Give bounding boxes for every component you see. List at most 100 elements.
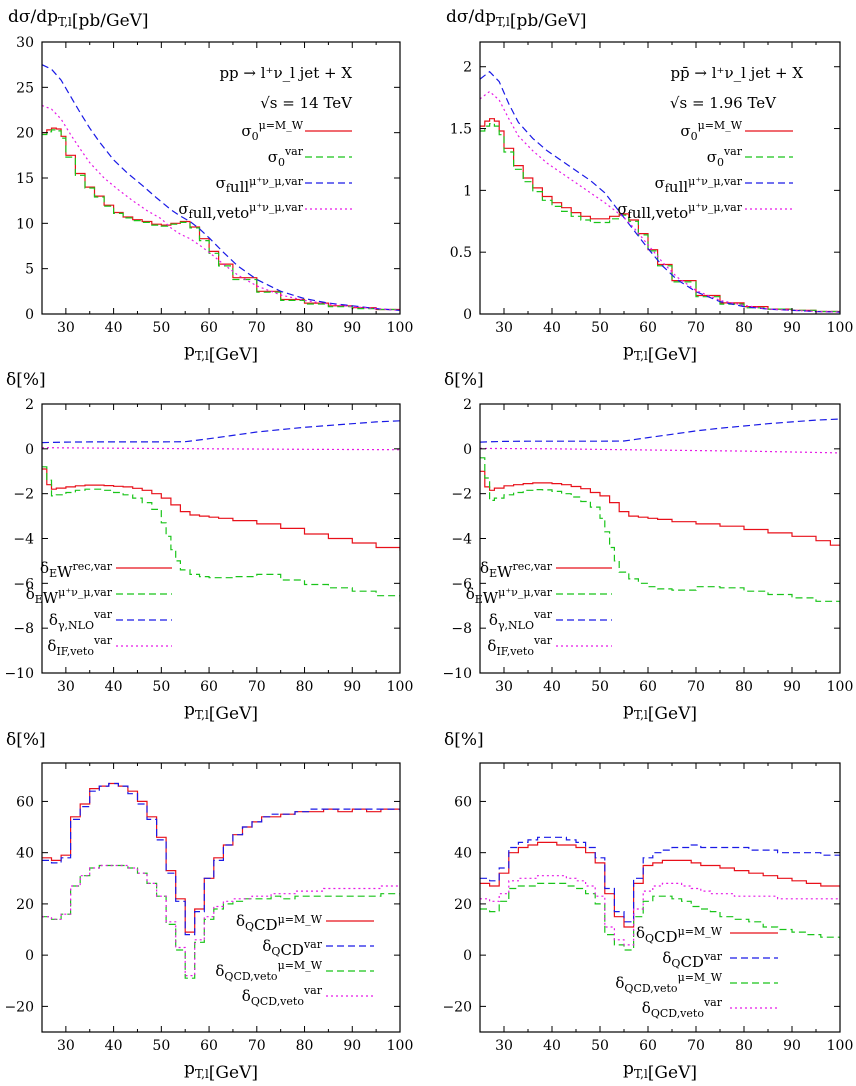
legend-label: δEWμ⁺ν_μ,var [26,585,113,607]
x-tick-label: 60 [639,320,657,336]
x-tick-label: 60 [639,1038,657,1054]
x-tick-label: 30 [495,1038,513,1054]
x-tick-label: 80 [735,1038,753,1054]
x-tick-label: 100 [827,679,854,695]
series-line-1 [42,466,400,603]
x-tick-label: 30 [495,679,513,695]
x-tick-label: 40 [105,1038,123,1054]
x-tick-label: 100 [387,1038,414,1054]
x-tick-label: 90 [783,679,801,695]
y-tick-label: 0.5 [450,245,472,261]
x-tick-label: 40 [543,320,561,336]
y-tick-label: 0 [463,442,472,458]
series-line-2 [42,864,400,979]
x-tick-label: 50 [591,679,609,695]
x-tick-label: 30 [57,1038,75,1054]
x-axis-label: pT,l[GeV] [184,341,258,365]
y-tick-label: 1.5 [450,122,472,138]
legend-label: σ0μ=M_W [241,119,303,143]
series-line-0 [480,470,840,546]
y-tick-label: 60 [16,794,34,810]
series-line-2 [480,882,840,951]
x-tick-label: 40 [105,320,123,336]
y-tick-label: 60 [454,794,472,810]
x-tick-label: 80 [296,320,314,336]
x-axis-label: pT,l[GeV] [623,341,697,365]
series-group [42,64,400,311]
chart-annotation: √s = 14 TeV [260,94,353,112]
x-tick-label: 60 [200,679,218,695]
x-tick-label: 90 [343,679,361,695]
x-tick-label: 30 [495,320,513,336]
legend-label: δγ,NLOvar [49,608,113,632]
series-group [480,836,840,951]
legend-label: δEWrec,var [40,559,113,581]
x-tick-label: 70 [248,679,266,695]
y-tick-label: 20 [16,897,34,913]
x-tick-label: 100 [827,1038,854,1054]
x-tick-label: 60 [639,679,657,695]
y-tick-label: 1 [463,183,472,199]
y-tick-label: −10 [442,666,472,682]
chart-br: 30 40 50 60 70 80 90 100 −20 0 20 40 60 pT,l[GeV] δ[%]… [442,730,853,1083]
legend-label: δEWrec,var [480,559,553,581]
x-axis-label: pT,l[GeV] [184,1059,258,1083]
series-line-3 [42,864,400,977]
chart-tl: 30 40 50 60 70 80 90 100 0 5 10 15 20 25 30 pT,l[GeV] dσ… [8,7,413,365]
x-tick-label: 100 [387,679,414,695]
y-tick-label: −6 [13,576,34,592]
y-tick-label: −10 [4,666,34,682]
y-tick-label: 15 [16,171,34,187]
x-tick-label: 80 [735,320,753,336]
x-tick-label: 70 [248,320,266,336]
x-tick-label: 90 [783,1038,801,1054]
y-axis-label: dσ/dpT,l[pb/GeV] [446,7,587,31]
x-tick-label: 80 [296,1038,314,1054]
legend-label: δQCD,vetoμ=M_W [215,959,322,983]
chart-annotation: √s = 1.96 TeV [670,94,777,112]
chart-tr: 30 40 50 60 70 80 90 100 0 0.5 1 1.5 2 pT,l[GeV] dσ/dp… [446,7,853,365]
x-tick-label: 70 [248,1038,266,1054]
series-line-2 [480,418,840,443]
y-tick-label: −4 [451,532,472,548]
x-axis-label: pT,l[GeV] [623,1059,697,1083]
series-line-3 [480,90,840,313]
x-tick-label: 80 [296,679,314,695]
y-tick-label: 0 [25,307,34,323]
legend: δQCDμ=M_W δQCDvarδQCD,vetoμ=M_WδQCD,vetov… [615,924,778,1020]
x-tick-label: 50 [591,1038,609,1054]
x-tick-label: 40 [543,679,561,695]
y-axis-label: δ[%] [6,730,46,750]
legend-label: δQCDμ=M_W [636,924,723,946]
y-tick-label: −2 [13,487,34,503]
x-tick-label: 30 [57,320,75,336]
x-tick-label: 40 [105,679,123,695]
legend-label: δγ,NLOvar [489,608,553,632]
legend-label: δQCD,vetoμ=M_W [615,971,722,995]
y-tick-label: 10 [16,216,34,232]
legend-label: σfull,vetoμ⁺ν_μ,var [617,200,742,222]
y-tick-label: 20 [454,897,472,913]
series-line-2 [42,420,400,444]
x-tick-label: 100 [827,320,854,336]
y-axis-label: δ[%] [444,370,484,390]
y-tick-label: 2 [25,397,34,413]
chart-annotation: pp → l⁺ν_l jet + X [219,64,352,82]
y-tick-label: 2 [463,397,472,413]
legend-label: δIF,vetovar [487,634,552,658]
x-tick-label: 60 [200,320,218,336]
x-tick-label: 70 [687,1038,705,1054]
series-line-1 [480,836,840,923]
series-line-0 [480,841,840,928]
y-tick-label: −4 [13,532,34,548]
chart-annotation: pp̄ → l⁺ν_l jet + X [670,64,803,82]
chart-bl: 30 40 50 60 70 80 90 100 −20 0 20 40 60 pT,l[GeV] δ[%]… [4,730,413,1083]
x-tick-label: 70 [687,679,705,695]
plot-frame [479,762,841,1033]
y-tick-label: −8 [451,621,472,637]
x-tick-label: 80 [735,679,753,695]
y-tick-label: 0 [25,948,34,964]
y-axis-label: δ[%] [444,730,484,750]
legend-label: σ0var [268,145,304,169]
